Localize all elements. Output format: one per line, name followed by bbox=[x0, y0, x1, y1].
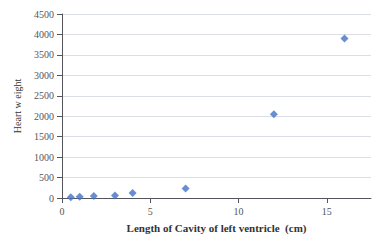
svg-text:Heart w eight: Heart w eight bbox=[12, 79, 23, 134]
svg-text:Length of Cavity of left ventr: Length of Cavity of left ventricle (cm) bbox=[127, 222, 307, 235]
svg-text:4500: 4500 bbox=[34, 9, 54, 20]
svg-text:3500: 3500 bbox=[34, 49, 54, 60]
svg-text:3000: 3000 bbox=[34, 70, 54, 81]
svg-text:1000: 1000 bbox=[34, 152, 54, 163]
svg-text:2000: 2000 bbox=[34, 111, 54, 122]
svg-text:1500: 1500 bbox=[34, 131, 54, 142]
svg-text:500: 500 bbox=[39, 172, 54, 183]
svg-text:10: 10 bbox=[234, 206, 244, 217]
svg-text:0: 0 bbox=[60, 206, 65, 217]
svg-text:15: 15 bbox=[322, 206, 332, 217]
svg-text:4000: 4000 bbox=[34, 29, 54, 40]
svg-text:5: 5 bbox=[148, 206, 153, 217]
svg-text:0: 0 bbox=[49, 193, 54, 204]
svg-text:2500: 2500 bbox=[34, 90, 54, 101]
